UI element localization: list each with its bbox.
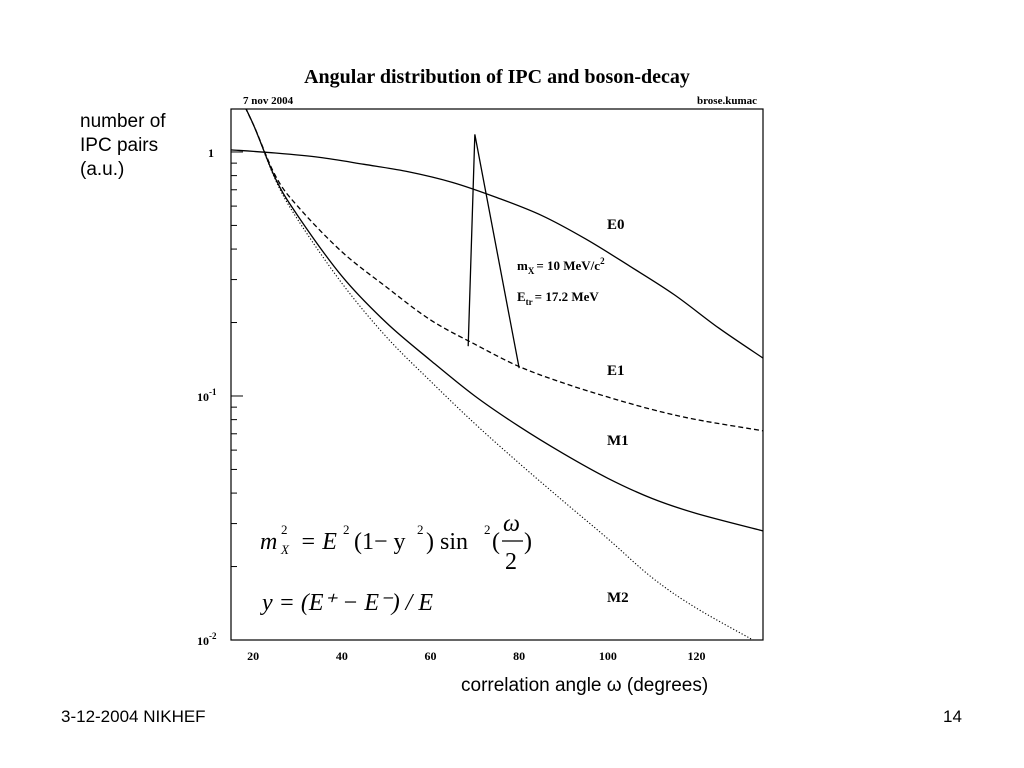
x-tick-label: 20 (247, 649, 259, 663)
curves (231, 109, 763, 640)
footer-left: 3-12-2004 NIKHEF (61, 707, 206, 726)
x-tick-label: 80 (513, 649, 525, 663)
series-line-e1 (245, 109, 763, 432)
etr-annotation: Etr = 17.2 MeV (517, 289, 599, 307)
y-tick-label: 10-2 (197, 631, 217, 648)
x-tick-label: 120 (688, 649, 706, 663)
formula-lhs-sub: X (280, 542, 290, 557)
formula-rhs-e: ) (524, 529, 532, 555)
date-label: 7 nov 2004 (243, 95, 294, 107)
formula-frac-den: 2 (505, 549, 517, 575)
formula-lhs: m (260, 529, 277, 555)
formula-rhs-b: (1− y (354, 529, 406, 555)
formula-y: y = (E⁺ − E⁻) / E (260, 590, 433, 616)
y-axis-label-line: IPC pairs (80, 135, 159, 156)
x-tick-label: 40 (336, 649, 348, 663)
x-axis-label: correlation angle ω (degrees) (461, 675, 709, 696)
x-tick-label: 60 (425, 649, 437, 663)
curve-label-m1: M1 (607, 433, 629, 449)
chart-title: Angular distribution of IPC and boson-de… (304, 66, 690, 88)
y-axis-label-line: number of (80, 111, 166, 132)
formula-rhs-c: ) sin (426, 529, 468, 555)
mass-annotation: mX = 10 MeV/c2 (517, 256, 605, 276)
formula-rhs-a: = E (300, 529, 337, 555)
x-tick-label: 100 (599, 649, 617, 663)
formula-rhs-d: ( (492, 529, 500, 555)
series-line-e0 (231, 149, 763, 359)
y-tick-label: 1 (208, 146, 214, 160)
y-axis-label: number of IPC pairs (a.u.) (80, 110, 210, 182)
macro-label: brose.kumac (697, 95, 757, 107)
series-line-decay-peak (467, 134, 520, 369)
curve-label-e1: E1 (607, 363, 625, 379)
series-line-m2 (245, 109, 755, 640)
y-axis-label-line: (a.u.) (80, 159, 125, 180)
plot-frame (230, 108, 764, 641)
formula-rhs-sup3: 2 (484, 522, 491, 537)
y-ticks: 1 10-1 10-2 (197, 146, 243, 648)
series-line-m1 (245, 109, 763, 532)
x-ticks: 20 40 60 80 100 120 (230, 635, 706, 663)
formula-frac-num: ω (503, 511, 520, 537)
formula-rhs-sup1: 2 (343, 522, 350, 537)
formula-rhs-sup2: 2 (417, 522, 424, 537)
formula-lhs-sup: 2 (281, 522, 288, 537)
formula-mass: m 2 X = E 2 (1− y 2 ) sin 2 ( ω 2 ) (260, 511, 532, 575)
curve-label-m2: M2 (607, 590, 629, 606)
y-tick-label: 10-1 (197, 387, 217, 404)
curve-label-e0: E0 (607, 217, 625, 233)
footer-page-number: 14 (943, 707, 962, 726)
